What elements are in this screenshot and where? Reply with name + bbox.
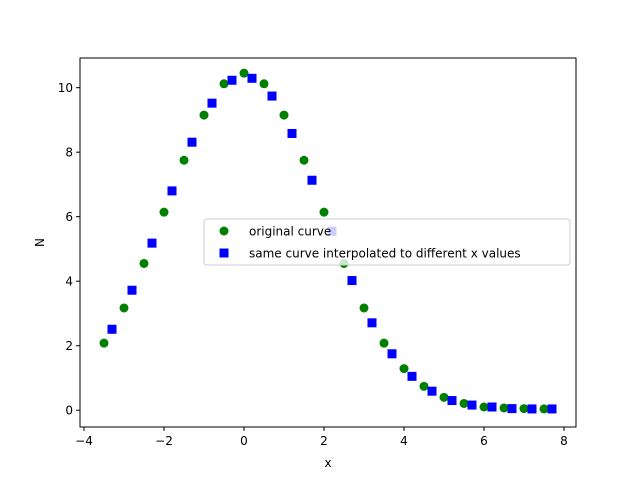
data-point-interpolated: [187, 137, 197, 147]
data-point-original: [419, 381, 429, 391]
legend-box: [203, 218, 571, 266]
data-point-interpolated: [267, 91, 277, 101]
y-tick-label: 10: [58, 81, 73, 95]
data-point-original: [179, 155, 189, 165]
data-point-original: [239, 68, 249, 78]
data-point-original: [259, 79, 269, 89]
legend-marker-original: [219, 226, 229, 236]
data-point-original: [459, 398, 469, 408]
data-point-original: [159, 207, 169, 217]
data-point-original: [219, 79, 229, 89]
data-point-original: [319, 207, 329, 217]
data-point-original: [139, 258, 149, 268]
y-tick-label: 0: [65, 404, 73, 418]
data-point-original: [399, 364, 409, 374]
data-point-interpolated: [467, 400, 477, 410]
data-point-interpolated: [427, 386, 437, 396]
y-tick-label: 4: [65, 275, 73, 289]
y-tick-label: 8: [65, 146, 73, 160]
data-point-original: [379, 338, 389, 348]
data-point-interpolated: [507, 404, 517, 414]
x-tick-label: 6: [480, 434, 488, 448]
data-point-interpolated: [387, 349, 397, 359]
data-point-interpolated: [367, 318, 377, 328]
data-point-interpolated: [207, 98, 217, 108]
data-point-interpolated: [307, 175, 317, 185]
x-tick-label: 8: [560, 434, 568, 448]
y-tick-label: 6: [65, 210, 73, 224]
data-point-original: [479, 402, 489, 412]
data-point-interpolated: [487, 402, 497, 412]
data-point-original: [359, 303, 369, 313]
legend-entry-original: original curve: [249, 225, 331, 239]
data-point-interpolated: [447, 396, 457, 406]
data-point-interpolated: [127, 285, 137, 295]
y-axis-label: N: [33, 238, 47, 247]
data-point-interpolated: [347, 276, 357, 286]
data-point-original: [119, 303, 129, 313]
legend-marker-interpolated: [219, 248, 229, 258]
data-point-original: [199, 110, 209, 120]
x-axis-label: x: [324, 456, 331, 470]
x-tick-label: 4: [400, 434, 408, 448]
legend-entry-interpolated: same curve interpolated to different x v…: [249, 247, 521, 261]
data-point-interpolated: [527, 404, 537, 414]
data-point-original: [99, 338, 109, 348]
data-point-original: [279, 110, 289, 120]
x-axis: −4 −2 0 2 4 6 8: [75, 427, 568, 448]
data-point-interpolated: [547, 404, 557, 414]
data-point-interpolated: [227, 75, 237, 85]
data-point-interpolated: [107, 324, 117, 334]
y-axis: 0 2 4 6 8 10: [58, 81, 80, 418]
x-tick-label: −4: [75, 434, 93, 448]
x-tick-label: 2: [320, 434, 328, 448]
data-point-original: [439, 392, 449, 402]
legend: original curve same curve interpolated t…: [203, 218, 571, 266]
data-point-original: [539, 404, 549, 414]
data-point-original: [499, 403, 509, 413]
x-tick-label: −2: [155, 434, 173, 448]
data-point-original: [519, 404, 529, 414]
data-point-interpolated: [287, 128, 297, 138]
data-point-interpolated: [407, 371, 417, 381]
data-point-original: [299, 155, 309, 165]
data-point-interpolated: [167, 186, 177, 196]
x-tick-label: 0: [240, 434, 248, 448]
data-point-interpolated: [247, 73, 257, 83]
y-tick-label: 2: [65, 339, 73, 353]
data-point-interpolated: [147, 238, 157, 248]
plot-frame: [79, 57, 577, 428]
chart-marks: [99, 68, 557, 414]
